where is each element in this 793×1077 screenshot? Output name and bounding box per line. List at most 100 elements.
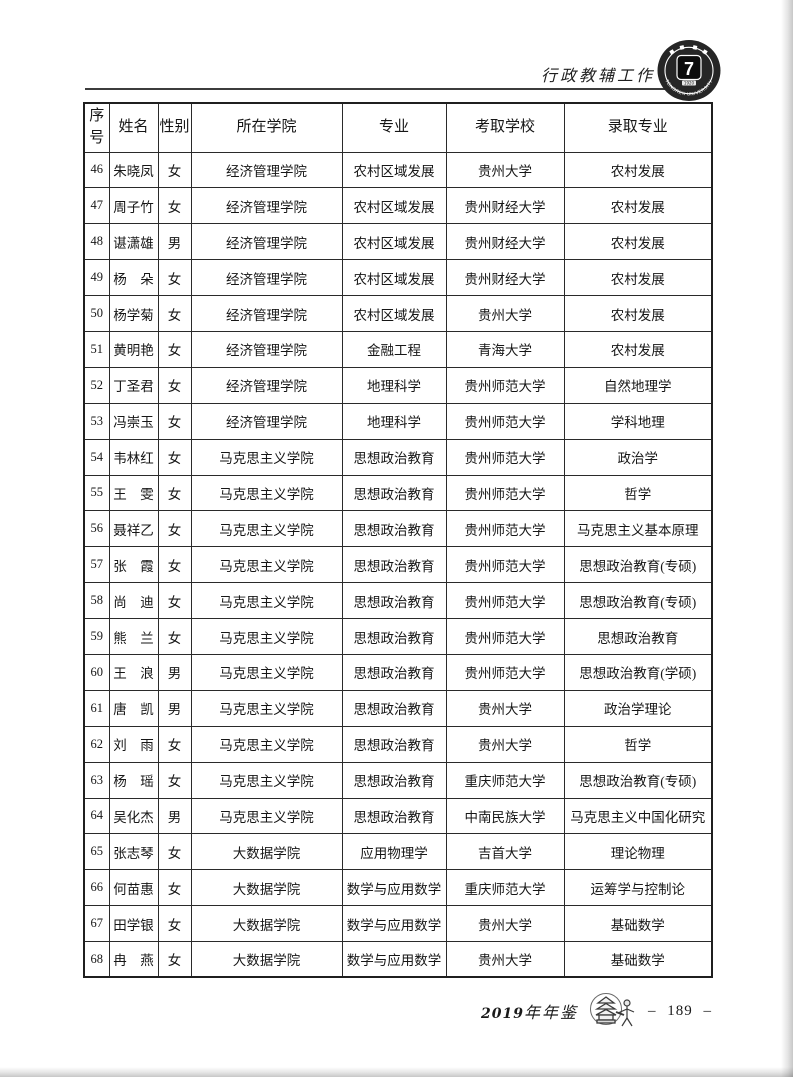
cell-school: 贵州大学 <box>445 689 565 727</box>
cell-school: 贵州财经大学 <box>445 223 565 261</box>
cell-name: 黄明艳 <box>108 330 159 368</box>
university-seal-icon: 7 1920 TONGREN UNIVERSITY <box>656 39 722 102</box>
cell-admitted-major: 农村发展 <box>563 187 713 225</box>
table-row: 53 冯崇玉女经济管理学院 地理科学 贵州师范大学 学科地理 <box>83 402 713 440</box>
cell-no: 68 <box>83 941 110 978</box>
table-body: 46 朱晓凤女经济管理学院 农村区域发展 贵州大学 农村发展 47 周子竹女经济管理学院 农村… <box>83 151 713 978</box>
cell-name: 王 浪 <box>108 653 159 691</box>
cell-no: 67 <box>83 905 110 943</box>
cell-college: 马克思主义学院 <box>190 689 343 727</box>
cell-name: 王 雯 <box>108 474 159 512</box>
cell-no: 51 <box>83 330 110 368</box>
cell-no: 65 <box>83 833 110 871</box>
cell-name: 韦林红 <box>108 438 159 476</box>
table-row: 55 王 雯女马克思主义学院 思想政治教育 贵州师范大学 哲学 <box>83 474 713 512</box>
cell-no: 48 <box>83 223 110 261</box>
cell-admitted-major: 理论物理 <box>563 833 713 871</box>
cell-admitted-major: 基础数学 <box>563 905 713 943</box>
header-cell-major: 专业 <box>341 102 447 153</box>
cell-admitted-major: 政治学 <box>563 438 713 476</box>
cell-school: 贵州师范大学 <box>445 618 565 655</box>
cell-gender: 女 <box>157 618 192 655</box>
table-row: 59 熊 兰女马克思主义学院 思想政治教育 贵州师范大学 思想政治教育 <box>83 618 713 655</box>
cell-admitted-major: 政治学理论 <box>563 689 713 727</box>
cell-school: 贵州大学 <box>445 725 565 763</box>
cell-school: 贵州大学 <box>445 941 565 978</box>
cell-gender: 女 <box>157 582 192 620</box>
table-row: 66 何苗惠女大数据学院 数学与应用数学 重庆师范大学 运筹学与控制论 <box>83 869 713 907</box>
cell-major: 农村区域发展 <box>341 259 447 297</box>
cell-college: 大数据学院 <box>190 905 343 943</box>
cell-major: 思想政治教育 <box>341 653 447 691</box>
cell-admitted-major: 运筹学与控制论 <box>563 869 713 907</box>
scan-shadow-bottom <box>0 1067 793 1077</box>
logo-year: 1920 <box>684 81 695 86</box>
cell-school: 重庆师范大学 <box>445 761 565 799</box>
table-row: 54 韦林红女马克思主义学院 思想政治教育 贵州师范大学 政治学 <box>83 438 713 476</box>
cell-major: 思想政治教育 <box>341 618 447 655</box>
table-row: 68 冉 燕女大数据学院 数学与应用数学 贵州大学 基础数学 <box>83 941 713 978</box>
table-row: 52 丁圣君女经济管理学院 地理科学 贵州师范大学 自然地理学 <box>83 366 713 404</box>
cell-major: 思想政治教育 <box>341 761 447 799</box>
cell-major: 地理科学 <box>341 402 447 440</box>
cell-major: 农村区域发展 <box>341 223 447 261</box>
cell-no: 63 <box>83 761 110 799</box>
cell-gender: 男 <box>157 689 192 727</box>
cell-no: 66 <box>83 869 110 907</box>
cell-gender: 女 <box>157 151 192 189</box>
table-row: 56 聂祥乙女马克思主义学院 思想政治教育 贵州师范大学 马克思主义基本原理 <box>83 510 713 548</box>
cell-no: 57 <box>83 546 110 584</box>
cell-college: 马克思主义学院 <box>190 797 343 835</box>
table-header-row: 序号 姓名 性别 所在学院 专业 考取学校 录取专业 <box>83 102 713 153</box>
yearbook-suffix: 年年鉴 <box>523 1005 578 1022</box>
cell-major: 数学与应用数学 <box>341 941 447 978</box>
cell-college: 马克思主义学院 <box>190 725 343 763</box>
cell-gender: 女 <box>157 474 192 512</box>
cell-college: 经济管理学院 <box>190 223 343 261</box>
table-row: 62 刘 雨女马克思主义学院 思想政治教育 贵州大学 哲学 <box>83 725 713 763</box>
cell-no: 46 <box>83 151 110 189</box>
cell-school: 吉首大学 <box>445 833 565 871</box>
cell-school: 中南民族大学 <box>445 797 565 835</box>
cell-major: 思想政治教育 <box>341 438 447 476</box>
cell-major: 思想政治教育 <box>341 510 447 548</box>
cell-school: 贵州师范大学 <box>445 402 565 440</box>
cell-no: 64 <box>83 797 110 835</box>
cell-gender: 女 <box>157 295 192 332</box>
pagoda-emblem-icon <box>590 993 635 1027</box>
yearbook-label: 2019年年鉴 <box>481 999 578 1023</box>
cell-school: 贵州师范大学 <box>445 653 565 691</box>
cell-name: 张志琴 <box>108 833 159 871</box>
cell-gender: 女 <box>157 833 192 871</box>
cell-college: 经济管理学院 <box>190 366 343 404</box>
cell-gender: 男 <box>157 223 192 261</box>
cell-name: 冉 燕 <box>108 941 159 978</box>
cell-name: 谌潇雄 <box>108 223 159 261</box>
cell-major: 思想政治教育 <box>341 474 447 512</box>
seal-svg: 7 1920 TONGREN UNIVERSITY <box>657 40 721 101</box>
logo-seven-glyph: 7 <box>684 59 694 79</box>
cell-school: 贵州师范大学 <box>445 510 565 548</box>
cell-major: 数学与应用数学 <box>341 905 447 943</box>
cell-no: 61 <box>83 689 110 727</box>
table-row: 60 王 浪男马克思主义学院 思想政治教育 贵州师范大学 思想政治教育(学硕) <box>83 653 713 691</box>
table-row: 67 田学银女大数据学院 数学与应用数学 贵州大学 基础数学 <box>83 905 713 943</box>
cell-no: 60 <box>83 653 110 691</box>
cell-college: 经济管理学院 <box>190 295 343 332</box>
cell-admitted-major: 思想政治教育(专硕) <box>563 582 713 620</box>
table-row: 51 黄明艳女经济管理学院 金融工程 青海大学 农村发展 <box>83 330 713 368</box>
cell-admitted-major: 农村发展 <box>563 223 713 261</box>
cell-name: 杨学菊 <box>108 295 159 332</box>
cell-major: 农村区域发展 <box>341 295 447 332</box>
cell-name: 朱晓凤 <box>108 151 159 189</box>
cell-gender: 男 <box>157 797 192 835</box>
cell-no: 55 <box>83 474 110 512</box>
cell-name: 吴化杰 <box>108 797 159 835</box>
table-row: 63 杨 瑶女马克思主义学院 思想政治教育 重庆师范大学 思想政治教育(专硕) <box>83 761 713 799</box>
cell-gender: 女 <box>157 546 192 584</box>
cell-gender: 女 <box>157 330 192 368</box>
cell-admitted-major: 思想政治教育 <box>563 618 713 655</box>
cell-school: 贵州大学 <box>445 295 565 332</box>
cell-name: 丁圣君 <box>108 366 159 404</box>
